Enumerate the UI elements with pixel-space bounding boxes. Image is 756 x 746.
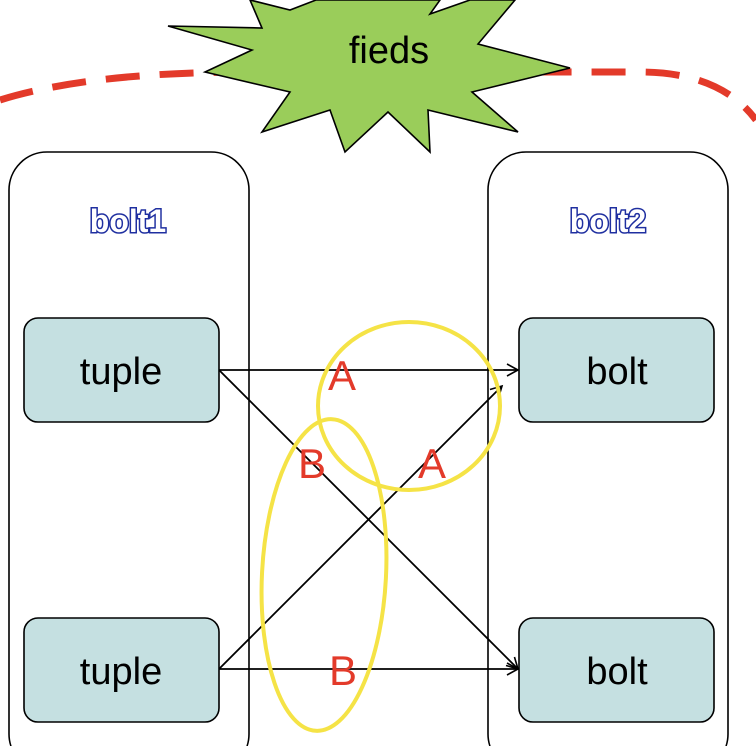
fields-starburst bbox=[167, 0, 571, 154]
edge-bottom-to-top bbox=[218, 384, 504, 670]
edge-label-top-cross: B bbox=[298, 440, 326, 487]
node-label: tuple bbox=[80, 351, 162, 393]
node-label: bolt bbox=[586, 351, 648, 393]
node-tuple-bottom[interactable]: tuple bbox=[23, 617, 220, 723]
group-ellipse-b bbox=[259, 417, 389, 733]
node-tuple-top[interactable]: tuple bbox=[23, 317, 220, 423]
column-title-bolt2: bolt2 bbox=[570, 203, 646, 239]
fields-starburst-label: fieds bbox=[349, 30, 429, 72]
edge-label-top-straight: A bbox=[328, 352, 356, 399]
column-bolt1 bbox=[8, 151, 250, 746]
node-label: tuple bbox=[80, 651, 162, 693]
edge-label-bottom-cross: A bbox=[418, 440, 446, 487]
node-bolt-bottom[interactable]: bolt bbox=[518, 617, 715, 723]
edge-label-bottom-straight: B bbox=[329, 647, 357, 694]
group-ellipse-a bbox=[316, 320, 502, 492]
column-title-bolt1: bolt1 bbox=[90, 203, 166, 239]
column-bolt2 bbox=[487, 151, 729, 746]
node-bolt-top[interactable]: bolt bbox=[518, 317, 715, 423]
node-label: bolt bbox=[586, 651, 648, 693]
